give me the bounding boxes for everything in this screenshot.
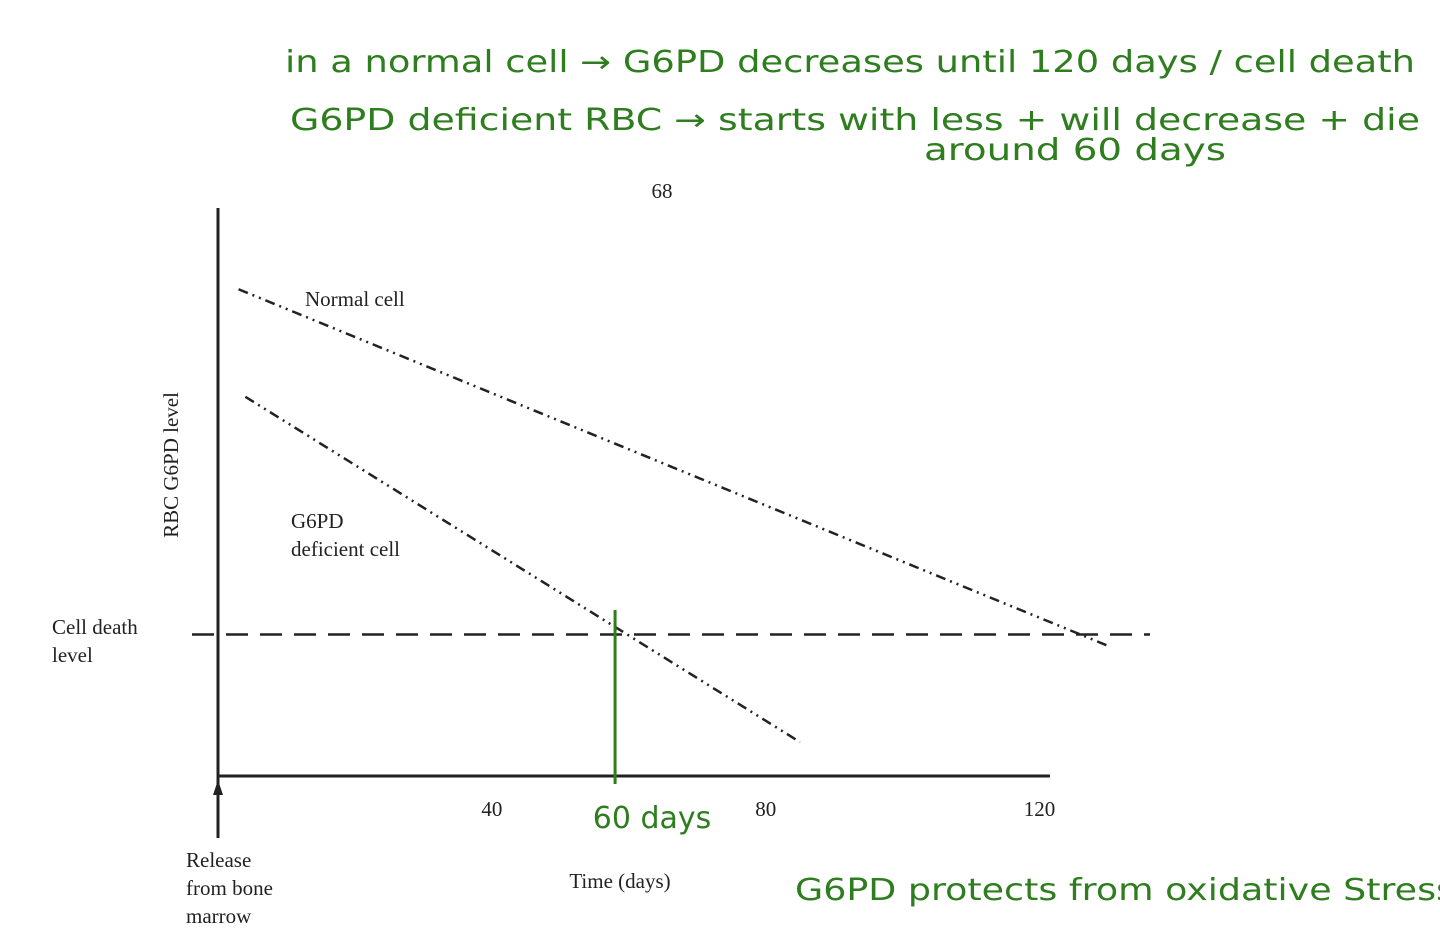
marker-label: 60 days [593, 801, 712, 836]
x-tick-label: 120 [1024, 797, 1056, 821]
series-label: deficient cell [291, 537, 400, 561]
handwritten-note: G6PD protects from oxidative Stress [795, 873, 1440, 908]
x-axis-label: Time (days) [569, 869, 670, 893]
x-origin-label: marrow [186, 904, 252, 928]
handwritten-note: in a normal cell → G6PD decreases until … [285, 45, 1415, 80]
x-origin-label: Release [186, 848, 251, 872]
page-number: 68 [652, 179, 673, 203]
series-line [238, 288, 1109, 647]
cell-death-label: Cell death [52, 615, 138, 639]
origin-arrow [213, 780, 223, 795]
y-axis-label: RBC G6PD level [159, 392, 183, 538]
x-tick-label: 40 [481, 797, 502, 821]
handwritten-note: around 60 days [924, 133, 1226, 168]
series-label: G6PD [291, 509, 344, 533]
series-label: Normal cell [305, 287, 405, 311]
x-origin-label: from bone [186, 876, 273, 900]
series-line [244, 395, 801, 744]
x-tick-label: 80 [755, 797, 776, 821]
cell-death-label: level [52, 643, 93, 667]
handwritten-note: G6PD deficient RBC → starts with less + … [290, 103, 1420, 138]
